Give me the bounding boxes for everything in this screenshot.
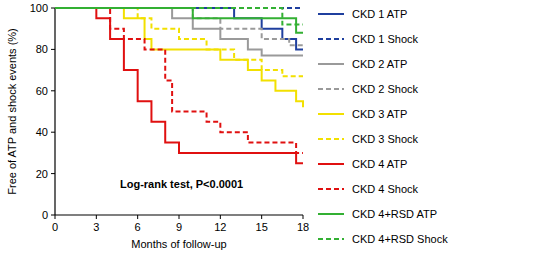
km-curve — [55, 8, 303, 153]
x-tick-label: 9 — [176, 221, 182, 233]
legend-label: CKD 2 ATP — [352, 58, 407, 70]
x-tick-label: 15 — [256, 221, 268, 233]
legend-label: CKD 4 Shock — [352, 183, 419, 195]
x-tick-label: 18 — [297, 221, 309, 233]
y-tick-label: 100 — [30, 2, 48, 14]
legend-swatch — [318, 63, 344, 65]
y-tick-label: 60 — [36, 85, 48, 97]
legend-swatch — [318, 188, 344, 190]
y-tick — [51, 49, 55, 50]
legend-label: CKD 1 ATP — [352, 8, 407, 20]
legend-label: CKD 3 ATP — [352, 108, 407, 120]
legend-swatch — [318, 88, 344, 90]
y-tick — [51, 215, 55, 216]
legend-label: CKD 4+RSD Shock — [352, 233, 448, 245]
y-tick-label: 20 — [36, 168, 48, 180]
x-tick — [179, 215, 180, 219]
x-tick-label: 12 — [214, 221, 226, 233]
km-curve — [55, 8, 303, 163]
legend-swatch — [318, 138, 344, 140]
y-tick — [51, 90, 55, 91]
y-axis-label: Free of ATP and shock events (%) — [6, 28, 18, 195]
x-tick — [137, 215, 138, 219]
y-tick — [51, 132, 55, 133]
y-tick — [51, 8, 55, 9]
y-tick-label: 80 — [36, 43, 48, 55]
annotation: Log-rank test, P<0.0001 — [120, 178, 243, 190]
x-tick — [303, 215, 304, 219]
legend-label: CKD 3 Shock — [352, 133, 419, 145]
x-tick-label: 6 — [135, 221, 141, 233]
legend-label: CKD 1 Shock — [352, 33, 419, 45]
x-tick — [55, 215, 56, 219]
x-tick-label: 3 — [93, 221, 99, 233]
km-curve — [55, 8, 303, 25]
x-axis-label: Months of follow-up — [131, 238, 226, 250]
x-tick — [220, 215, 221, 219]
legend-swatch — [318, 113, 344, 115]
km-curve — [55, 8, 303, 33]
legend-label: CKD 4+RSD ATP — [352, 208, 437, 220]
legend-swatch — [318, 38, 344, 40]
y-tick-label: 0 — [42, 209, 48, 221]
x-tick-label: 0 — [52, 221, 58, 233]
chart: 0 20 40 60 80 100 0 3 6 9 12 15 18 Months of follow-u… — [0, 0, 550, 273]
km-curve — [55, 8, 303, 76]
plot-lines — [55, 8, 303, 163]
x-tick — [261, 215, 262, 219]
legend-label: CKD 2 Shock — [352, 83, 419, 95]
legend-swatch — [318, 213, 344, 215]
y-tick — [51, 173, 55, 174]
y-tick-label: 40 — [36, 126, 48, 138]
x-tick — [96, 215, 97, 219]
legend-label: CKD 4 ATP — [352, 158, 407, 170]
km-curve — [55, 8, 303, 107]
legend-swatch — [318, 13, 344, 15]
y-axis — [54, 8, 55, 215]
legend-swatch — [318, 238, 344, 240]
legend-swatch — [318, 163, 344, 165]
